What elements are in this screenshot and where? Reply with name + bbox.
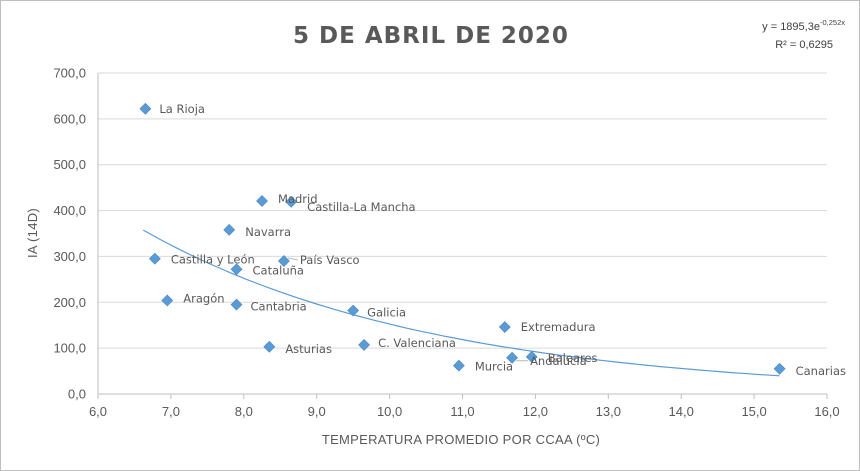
y-tick-label: 500,0 <box>53 157 86 172</box>
y-tick-label: 100,0 <box>53 341 86 356</box>
y-tick-label: 300,0 <box>53 249 86 264</box>
x-tick-label: 14,0 <box>669 404 694 419</box>
x-tick-label: 15,0 <box>741 404 766 419</box>
data-point <box>230 263 243 276</box>
trendline-r-squared: R² = 0,6295 <box>775 39 833 51</box>
data-point <box>498 321 511 333</box>
data-label: Asturias <box>285 342 332 356</box>
x-tick-label: 10,0 <box>377 404 402 419</box>
label-leader-line <box>287 257 298 261</box>
chart-title: 5 DE ABRIL DE 2020 <box>293 23 569 49</box>
data-point <box>347 304 360 317</box>
trendline-equation: y = 1895,3e-0,252x <box>762 18 845 33</box>
data-point <box>263 340 276 353</box>
label-leaders <box>287 257 529 362</box>
data-label: Extremadura <box>521 320 596 334</box>
gridlines <box>98 72 827 349</box>
data-label: Navarra <box>245 225 291 239</box>
data-point <box>452 359 465 372</box>
y-tick-label: 400,0 <box>53 203 86 218</box>
data-point <box>773 362 786 375</box>
x-tick-label: 8,0 <box>235 404 253 419</box>
y-tick-labels: 0,0 100,0 200,0 300,0 400,0 500,0 600,0 700,0 <box>53 66 86 402</box>
data-label: País Vasco <box>300 253 360 267</box>
y-tick-label: 600,0 <box>53 111 86 126</box>
axes <box>97 73 828 399</box>
trendline <box>142 229 780 377</box>
data-label: Cantabria <box>251 300 307 314</box>
data-label: La Rioja <box>159 102 205 116</box>
x-tick-label: 7,0 <box>162 404 180 419</box>
data-point <box>161 294 174 307</box>
x-tick-label: 12,0 <box>523 404 548 419</box>
trendline-equation-exponent: -0,252x <box>820 18 845 27</box>
x-tick-label: 13,0 <box>596 404 621 419</box>
data-point <box>285 195 298 208</box>
data-point <box>277 255 290 267</box>
data-point <box>525 350 538 363</box>
data-point <box>358 339 371 351</box>
x-tick-label: 16,0 <box>814 404 839 419</box>
y-axis-title: IA (14D) <box>25 208 40 258</box>
data-point <box>223 223 236 236</box>
x-axis-title: TEMPERATURA PROMEDIO POR CCAA (ºC) <box>322 432 600 447</box>
data-point <box>506 351 518 364</box>
y-tick-label: 200,0 <box>53 295 86 310</box>
data-label: Galicia <box>367 306 406 320</box>
data-label: Cataluña <box>253 263 304 277</box>
data-label: Canarias <box>796 364 846 378</box>
x-tick-label: 9,0 <box>308 404 326 419</box>
data-label: Andalucía <box>530 354 587 368</box>
x-tick-labels: 6,0 7,0 8,0 9,0 10,0 11,0 12,0 13,0 14,0 15,0 16,0 <box>89 404 840 419</box>
data-label: Baleares <box>548 351 598 365</box>
data-label: Madrid <box>278 192 318 206</box>
data-label: Murcia <box>475 360 513 374</box>
data-point <box>230 298 243 311</box>
y-tick-label: 0,0 <box>68 387 86 402</box>
data-label: Castilla-La Mancha <box>307 200 415 214</box>
data-label: C. Valenciana <box>378 336 456 350</box>
data-point <box>139 102 152 115</box>
data-point <box>256 195 268 207</box>
y-tick-label: 700,0 <box>53 66 86 81</box>
data-points <box>139 102 786 375</box>
x-tick-label: 11,0 <box>450 404 474 419</box>
data-point <box>148 252 161 265</box>
data-label: Aragón <box>183 291 224 305</box>
trendline-equation-base: y = 1895,3e <box>762 21 820 33</box>
x-tick-label: 6,0 <box>89 404 107 419</box>
data-label: Castilla y León <box>171 253 255 267</box>
